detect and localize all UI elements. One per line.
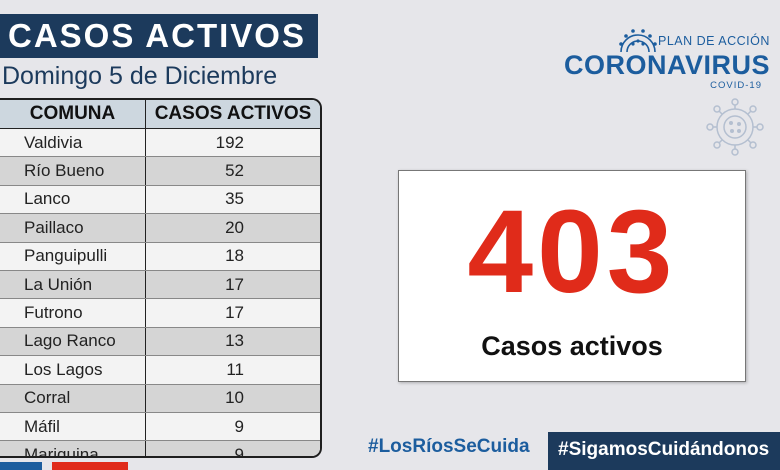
comuna-cell: Lanco xyxy=(0,185,146,215)
table-row: Lago Ranco 13 xyxy=(0,327,320,357)
table-row: Paillaco 20 xyxy=(0,213,320,243)
casos-cell: 20 xyxy=(145,213,320,243)
virus-small-icon xyxy=(619,29,657,53)
comuna-cell: La Unión xyxy=(0,270,146,300)
coronavirus-logo: PLAN DE ACCIÓN CORONAVIRUS COVID-19 xyxy=(560,24,770,94)
column-header-casos: CASOS ACTIVOS xyxy=(145,100,320,129)
casos-cell: 17 xyxy=(145,298,320,328)
hashtag-los-rios: #LosRíosSeCuida xyxy=(368,436,530,457)
comuna-cell: Lago Ranco xyxy=(0,327,146,357)
comuna-cell: Máfil xyxy=(0,412,146,442)
casos-cell: 192 xyxy=(145,128,320,158)
logo-plan-text: PLAN DE ACCIÓN xyxy=(658,34,770,48)
total-cases-card: 403 Casos activos xyxy=(398,170,746,382)
page-title: CASOS ACTIVOS xyxy=(0,14,318,58)
logo-sub-text: COVID-19 xyxy=(710,80,762,91)
table-row: La Unión 17 xyxy=(0,270,320,300)
table-row: Valdivia 192 xyxy=(0,128,320,158)
casos-cell: 9 xyxy=(145,440,320,456)
casos-cell: 10 xyxy=(145,384,320,413)
table-row: Mariquina 9 xyxy=(0,440,320,456)
comuna-cell: Río Bueno xyxy=(0,156,146,186)
casos-cell: 52 xyxy=(145,156,320,186)
table-row: Lanco 35 xyxy=(0,185,320,215)
casos-cell: 18 xyxy=(145,242,320,271)
flag-red-stripe xyxy=(52,462,128,470)
hashtag-sigamos: #SigamosCuidándonos xyxy=(548,432,780,470)
comuna-cell: Valdivia xyxy=(0,128,146,158)
total-cases-value: 403 xyxy=(467,186,677,318)
comuna-cell: Corral xyxy=(0,384,146,413)
table-row: Máfil 9 xyxy=(0,412,320,442)
table-row: Futrono 17 xyxy=(0,298,320,328)
casos-cell: 9 xyxy=(145,412,320,442)
total-cases-label: Casos activos xyxy=(481,331,663,361)
comuna-cell: Los Lagos xyxy=(0,355,146,385)
comuna-cell: Mariquina xyxy=(0,440,146,456)
comuna-cell: Panguipulli xyxy=(0,242,146,271)
cases-table: COMUNA CASOS ACTIVOS Valdivia 192 Río Buen… xyxy=(0,98,322,458)
virus-decoration-icon xyxy=(706,98,764,156)
comuna-cell: Futrono xyxy=(0,298,146,328)
logo-name-text: CORONAVIRUS xyxy=(564,50,771,80)
flag-stripe xyxy=(0,462,128,470)
table-row: Panguipulli 18 xyxy=(0,242,320,271)
comuna-cell: Paillaco xyxy=(0,213,146,243)
table-row: Río Bueno 52 xyxy=(0,156,320,186)
casos-cell: 13 xyxy=(145,327,320,357)
table-row: Corral 10 xyxy=(0,384,320,413)
casos-cell: 11 xyxy=(145,355,320,385)
table-row: Los Lagos 11 xyxy=(0,355,320,385)
flag-blue-stripe xyxy=(0,462,42,470)
casos-cell: 17 xyxy=(145,270,320,300)
column-header-comuna: COMUNA xyxy=(0,100,146,129)
date-subtitle: Domingo 5 de Diciembre xyxy=(2,62,278,90)
casos-cell: 35 xyxy=(145,185,320,215)
